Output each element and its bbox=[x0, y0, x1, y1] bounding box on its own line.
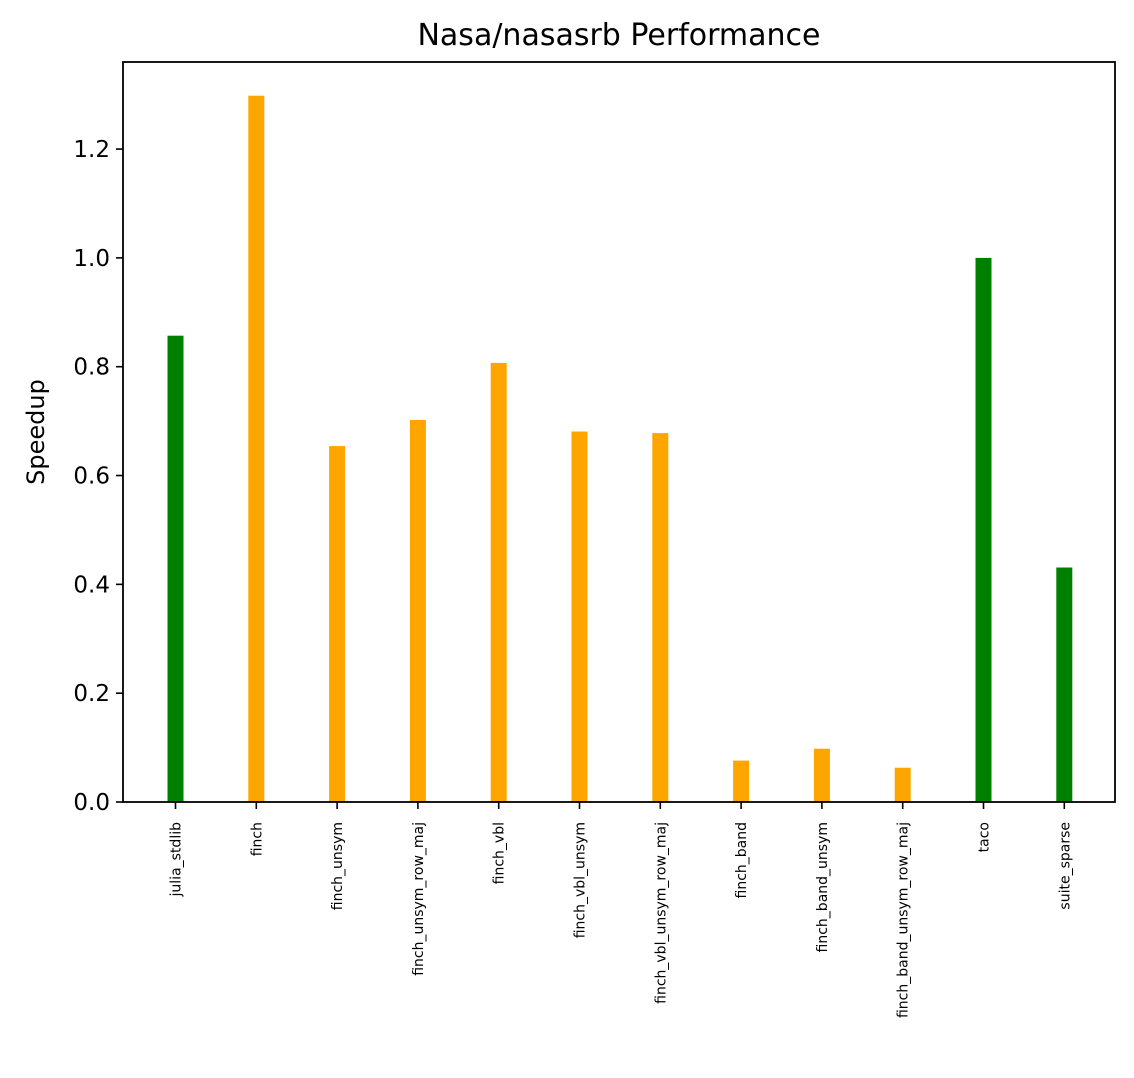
y-axis-label: Speedup bbox=[22, 379, 50, 485]
bar-finch_band_unsym_row_maj bbox=[894, 767, 911, 802]
x-tick-label: finch_vbl_unsym_row_maj bbox=[653, 822, 669, 1004]
x-tick-label: finch bbox=[249, 822, 265, 856]
y-tick-label: 0.8 bbox=[73, 355, 110, 381]
bar-suite_sparse bbox=[1056, 567, 1073, 802]
bar-finch bbox=[248, 95, 265, 802]
x-tick-label: finch_vbl_unsym bbox=[573, 822, 589, 938]
x-tick-label: suite_sparse bbox=[1057, 822, 1073, 910]
x-tick-label: finch_vbl bbox=[492, 822, 508, 884]
bar-finch_band_unsym bbox=[813, 748, 830, 802]
y-tick-label: 0.2 bbox=[73, 681, 110, 707]
x-tick-label: finch_band_unsym bbox=[815, 822, 831, 952]
bar-julia_stdlib bbox=[167, 335, 184, 802]
x-tick-label: finch_unsym_row_maj bbox=[411, 822, 427, 976]
bar-finch_unsym_row_maj bbox=[409, 420, 426, 802]
x-tick-label: finch_unsym bbox=[330, 822, 346, 910]
y-tick-label: 0.6 bbox=[73, 464, 110, 490]
bar-finch_unsym bbox=[329, 446, 346, 802]
bar-finch_band bbox=[733, 760, 750, 802]
y-tick-label: 0.4 bbox=[73, 572, 110, 598]
x-tick-label: taco bbox=[977, 822, 993, 852]
plot-frame bbox=[122, 61, 1116, 803]
x-tick-label: finch_band_unsym_row_maj bbox=[896, 822, 912, 1018]
chart-title: Nasa/nasasrb Performance bbox=[417, 18, 820, 53]
y-tick-label: 1.2 bbox=[73, 137, 110, 163]
x-tick-label: finch_band bbox=[734, 822, 750, 899]
y-tick-label: 0.0 bbox=[73, 790, 110, 816]
bars-layer bbox=[167, 95, 1073, 802]
x-tick-label: julia_stdlib bbox=[169, 822, 185, 898]
bar-finch_vbl bbox=[490, 362, 507, 802]
y-axis: 0.0 0.2 0.4 0.6 0.8 1.0 1.2 bbox=[73, 137, 123, 816]
x-axis: julia_stdlib finch finch_unsym finch_unsym_… bbox=[169, 802, 1073, 1018]
bar-taco bbox=[975, 257, 992, 802]
y-tick-label: 1.0 bbox=[73, 246, 110, 272]
bar-finch_vbl_unsym_row_maj bbox=[652, 433, 669, 802]
bar-finch_vbl_unsym bbox=[571, 431, 588, 802]
